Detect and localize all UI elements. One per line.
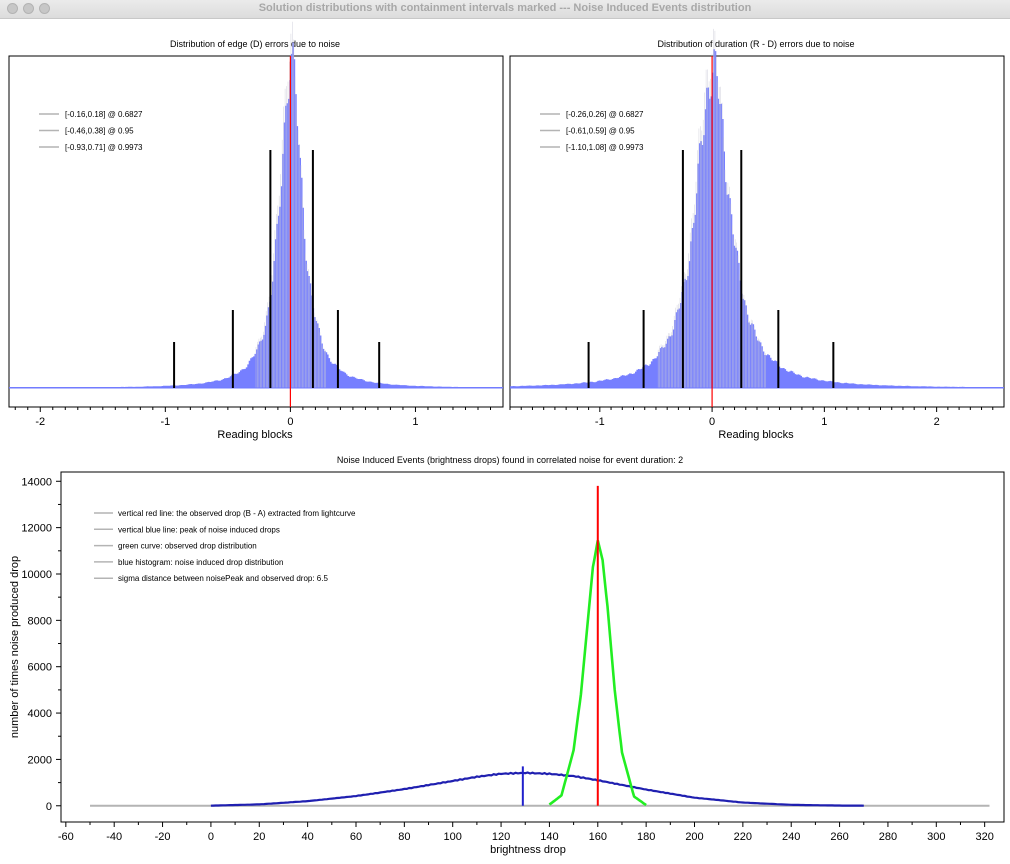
x-tick-label: 260 bbox=[830, 831, 848, 843]
figure-canvas: Distribution of edge (D) errors due to n… bbox=[8, 21, 1005, 856]
legend-entry: [-0.26,0.26] @ 0.6827 bbox=[566, 110, 644, 119]
x-tick-label: 140 bbox=[540, 831, 558, 843]
drop-y-axis: 0 2000 4000 6000 8000 10000 12000 14000 bbox=[21, 476, 61, 813]
brightness-drop-chart: Noise Induced Events (brightness drops) … bbox=[9, 455, 1005, 856]
legend-entry: [-0.61,0.59] @ 0.95 bbox=[566, 127, 635, 136]
legend-entry: vertical red line: the observed drop (B … bbox=[118, 509, 356, 518]
x-tick-label: 0 bbox=[709, 416, 715, 428]
x-tick-label: 2 bbox=[934, 416, 940, 428]
x-tick-label: 300 bbox=[927, 831, 945, 843]
y-tick-label: 2000 bbox=[28, 754, 52, 766]
edge-error-chart: Distribution of edge (D) errors due to n… bbox=[8, 21, 504, 441]
x-tick-label: 0 bbox=[287, 416, 293, 428]
x-tick-label: 100 bbox=[444, 831, 462, 843]
legend-entry: vertical blue line: peak of noise induce… bbox=[118, 525, 280, 534]
legend-entry: blue histogram: noise induced drop distr… bbox=[118, 558, 283, 567]
duration-x-axis: -1 0 1 2 bbox=[509, 407, 994, 428]
legend-entry: [-0.16,0.18] @ 0.6827 bbox=[65, 110, 143, 119]
x-tick-label: 220 bbox=[734, 831, 752, 843]
window-title: Solution distributions with containment … bbox=[258, 2, 752, 14]
edge-chart-title: Distribution of edge (D) errors due to n… bbox=[170, 39, 340, 49]
error-histogram-outline bbox=[657, 28, 766, 388]
x-tick-label: -40 bbox=[106, 831, 122, 843]
drop-plot-marks bbox=[90, 485, 990, 807]
y-tick-label: 6000 bbox=[28, 662, 52, 674]
x-tick-label: 280 bbox=[879, 831, 897, 843]
edge-legend: [-0.16,0.18] @ 0.6827 [-0.46,0.38] @ 0.95… bbox=[39, 110, 143, 152]
x-tick-label: 60 bbox=[350, 831, 362, 843]
edge-plot-marks bbox=[9, 21, 503, 407]
drop-x-axis-label: brightness drop bbox=[490, 844, 566, 856]
legend-entry: green curve: observed drop distribution bbox=[118, 542, 257, 551]
close-button[interactable] bbox=[7, 3, 18, 14]
x-tick-label: 120 bbox=[492, 831, 510, 843]
x-tick-label: 80 bbox=[398, 831, 410, 843]
x-tick-label: 240 bbox=[782, 831, 800, 843]
duration-error-chart: Distribution of duration (R - D) errors … bbox=[509, 28, 1005, 441]
legend-entry: [-0.46,0.38] @ 0.95 bbox=[65, 127, 134, 136]
duration-plot-marks bbox=[510, 28, 1004, 407]
y-tick-label: 12000 bbox=[21, 523, 52, 535]
drop-y-axis-label: number of times noise produced drop bbox=[9, 556, 21, 738]
edge-x-axis-label: Reading blocks bbox=[217, 429, 293, 441]
x-tick-label: -1 bbox=[595, 416, 605, 428]
y-tick-label: 14000 bbox=[21, 476, 52, 488]
y-tick-label: 8000 bbox=[28, 615, 52, 627]
drop-plot-area bbox=[60, 471, 1005, 823]
duration-chart-title: Distribution of duration (R - D) errors … bbox=[657, 39, 854, 49]
x-tick-label: -20 bbox=[155, 831, 171, 843]
x-tick-label: 20 bbox=[253, 831, 265, 843]
legend-entry: [-0.93,0.71] @ 0.9973 bbox=[65, 143, 143, 152]
duration-legend: [-0.26,0.26] @ 0.6827 [-0.61,0.59] @ 0.95… bbox=[540, 110, 644, 152]
x-tick-label: 40 bbox=[302, 831, 314, 843]
x-tick-label: -60 bbox=[58, 831, 74, 843]
x-tick-label: 0 bbox=[208, 831, 214, 843]
noise-histogram-curve bbox=[210, 771, 864, 807]
x-tick-label: 180 bbox=[637, 831, 655, 843]
zoom-button[interactable] bbox=[39, 3, 50, 14]
x-tick-label: 1 bbox=[412, 416, 418, 428]
y-tick-label: 4000 bbox=[28, 708, 52, 720]
legend-entry: sigma distance between noisePeak and obs… bbox=[118, 574, 328, 583]
y-tick-label: 0 bbox=[46, 801, 52, 813]
duration-x-axis-label: Reading blocks bbox=[718, 429, 794, 441]
x-tick-label: 160 bbox=[589, 831, 607, 843]
x-tick-label: -2 bbox=[35, 416, 45, 428]
drop-x-axis: -60 -40 -20 0 20 40 60 80 100 120 140 160 180 200 220 2… bbox=[58, 822, 994, 843]
edge-x-axis: -2 -1 0 1 bbox=[14, 407, 491, 428]
title-bar: Solution distributions with containment … bbox=[0, 0, 1010, 19]
x-tick-label: -1 bbox=[160, 416, 170, 428]
minimize-button[interactable] bbox=[23, 3, 34, 14]
x-tick-label: 1 bbox=[821, 416, 827, 428]
drop-chart-title: Noise Induced Events (brightness drops) … bbox=[337, 455, 683, 465]
drop-legend: vertical red line: the observed drop (B … bbox=[94, 509, 356, 583]
x-tick-label: 200 bbox=[685, 831, 703, 843]
x-tick-label: 320 bbox=[975, 831, 993, 843]
legend-entry: [-1.10,1.08] @ 0.9973 bbox=[566, 143, 644, 152]
y-tick-label: 10000 bbox=[21, 569, 52, 581]
